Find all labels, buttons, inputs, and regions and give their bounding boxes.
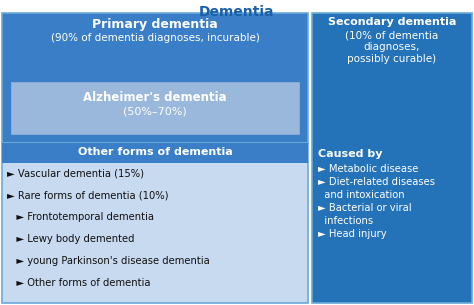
Text: ► young Parkinson's disease dementia: ► young Parkinson's disease dementia <box>7 256 210 266</box>
Text: Caused by: Caused by <box>318 149 383 159</box>
FancyBboxPatch shape <box>312 13 472 303</box>
Text: Alzheimer's dementia: Alzheimer's dementia <box>83 91 227 104</box>
Text: (50%–70%): (50%–70%) <box>123 106 187 116</box>
Text: ► Rare forms of dementia (10%): ► Rare forms of dementia (10%) <box>7 190 168 200</box>
Text: ► Bacterial or viral: ► Bacterial or viral <box>318 203 411 213</box>
Text: ► Other forms of dementia: ► Other forms of dementia <box>7 278 151 288</box>
FancyBboxPatch shape <box>2 13 308 143</box>
Text: Primary dementia: Primary dementia <box>92 18 218 31</box>
FancyBboxPatch shape <box>2 143 308 303</box>
Text: (10% of dementia: (10% of dementia <box>346 30 438 40</box>
Text: ► Frontotemporal dementia: ► Frontotemporal dementia <box>7 212 154 222</box>
Text: (90% of dementia diagnoses, incurable): (90% of dementia diagnoses, incurable) <box>51 33 259 43</box>
Text: Secondary dementia: Secondary dementia <box>328 17 456 27</box>
Text: possibly curable): possibly curable) <box>347 54 437 64</box>
Text: Dementia: Dementia <box>199 5 275 19</box>
Text: Other forms of dementia: Other forms of dementia <box>78 147 232 157</box>
Text: infections: infections <box>318 216 373 226</box>
Text: ► Head injury: ► Head injury <box>318 229 387 239</box>
Text: ► Metabolic disease: ► Metabolic disease <box>318 164 419 174</box>
Text: ► Diet-related diseases: ► Diet-related diseases <box>318 177 435 187</box>
Text: and intoxication: and intoxication <box>318 190 405 200</box>
Text: diagnoses,: diagnoses, <box>364 42 420 52</box>
FancyBboxPatch shape <box>10 81 300 135</box>
Text: ► Vascular dementia (15%): ► Vascular dementia (15%) <box>7 168 144 178</box>
FancyBboxPatch shape <box>2 143 308 163</box>
Text: ► Lewy body demented: ► Lewy body demented <box>7 234 135 244</box>
